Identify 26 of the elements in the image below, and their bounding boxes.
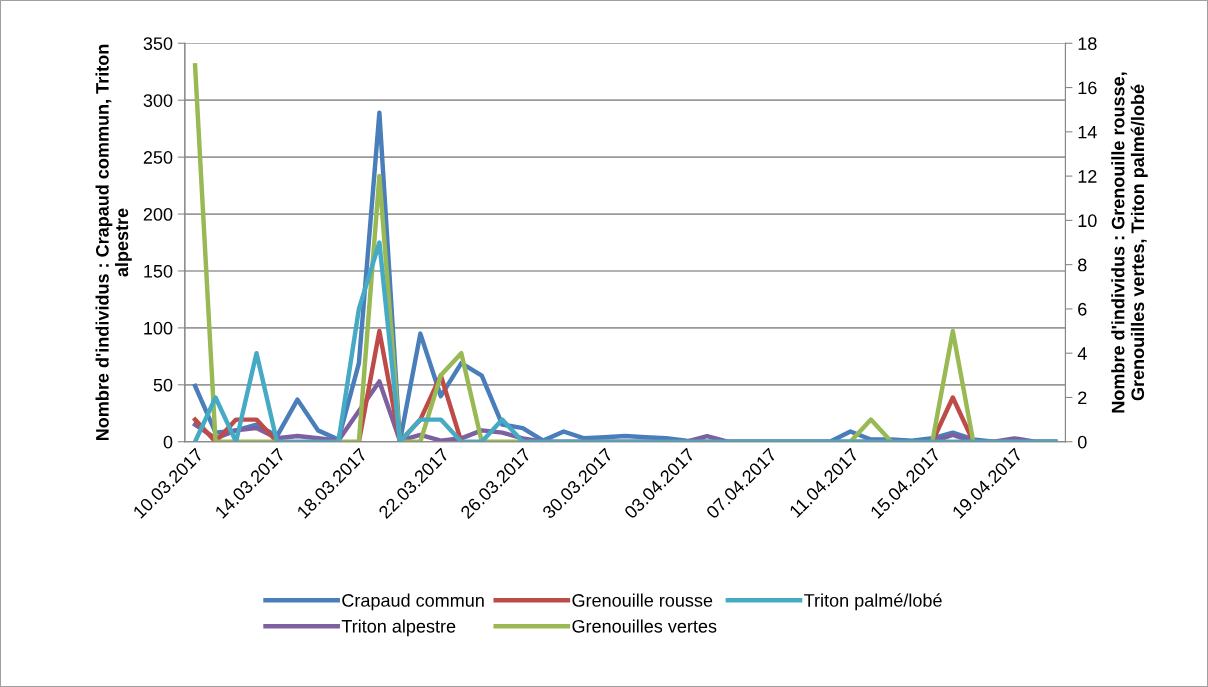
- line-series: [192, 240, 1058, 442]
- y2-tick-label: 14: [1078, 125, 1097, 139]
- y2-tick-label: 12: [1078, 170, 1097, 183]
- legend-label: Triton alpestre: [341, 619, 456, 637]
- y-tick-label: 350: [143, 37, 173, 50]
- legend-label: Grenouilles vertes: [572, 619, 717, 633]
- y2-tick-label: 4: [1077, 347, 1087, 360]
- y2-tick-label: 2: [1078, 391, 1087, 405]
- y-tick-label: 250: [143, 151, 173, 164]
- y-tick-label: 300: [143, 94, 173, 107]
- y2-tick-label: 6: [1078, 302, 1087, 316]
- legend-label: Triton palmé/lobé: [804, 593, 942, 611]
- y2-tick-label: 8: [1078, 258, 1087, 272]
- y-tick-label: 0: [163, 435, 173, 449]
- legend-label: Crapaud commun: [342, 593, 484, 611]
- y-tick-label: 50: [153, 378, 173, 392]
- y-tick-label: 100: [144, 321, 173, 335]
- y-tick-label: 200: [143, 207, 173, 221]
- legend-label: Grenouille rousse: [572, 593, 713, 607]
- y-axis-title: Nombre d'individus : Crapaud commun, Triton alpestre: [95, 44, 132, 441]
- y2-tick-label: 18: [1078, 37, 1097, 50]
- y2-tick-label: 10: [1078, 214, 1097, 228]
- y-tick-label: 150: [144, 264, 173, 278]
- y2-tick-label: 16: [1078, 81, 1097, 95]
- y2-axis-title: Nombre d'individus : Grenouille rousse, Grenouilles vertes, Triton palmé/lobé: [1111, 72, 1148, 413]
- y2-tick-label: 0: [1077, 435, 1087, 449]
